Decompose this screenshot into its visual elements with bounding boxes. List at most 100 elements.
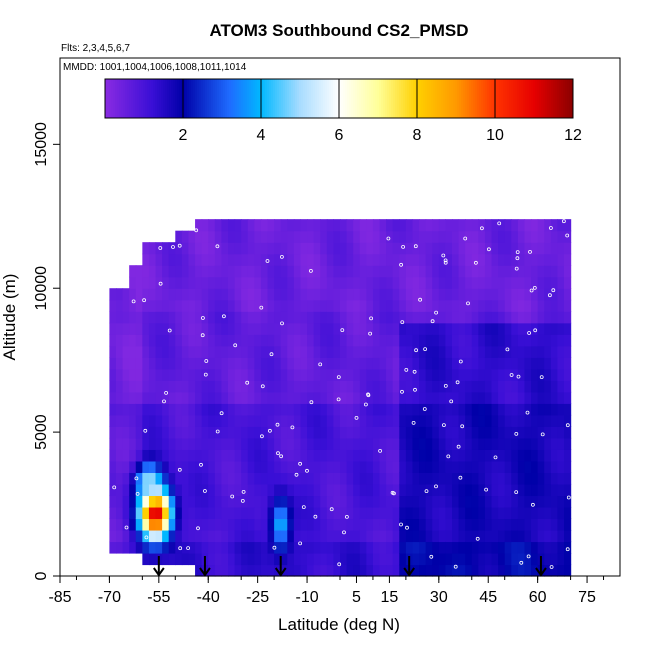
heatmap-cell xyxy=(181,437,190,450)
heatmap-cell xyxy=(135,380,143,393)
heatmap-cell xyxy=(445,437,453,450)
heatmap-cell xyxy=(550,483,559,497)
heatmap-cell xyxy=(465,414,473,427)
heatmap-cell xyxy=(214,460,223,473)
heatmap-cell xyxy=(162,299,170,312)
heatmap-cell xyxy=(260,414,269,427)
heatmap-cell xyxy=(333,552,341,566)
heatmap-cell xyxy=(313,483,321,497)
heatmap-cell xyxy=(181,472,190,485)
heatmap-cell xyxy=(405,495,414,508)
heatmap-cell xyxy=(175,242,183,255)
heatmap-cell xyxy=(228,414,236,427)
heatmap-cell xyxy=(188,391,196,404)
measurement-point xyxy=(230,494,235,499)
measurement-point xyxy=(418,297,423,302)
heatmap-cell xyxy=(452,391,460,404)
heatmap-cell xyxy=(458,472,466,485)
heatmap-cell xyxy=(287,368,295,381)
heatmap-cell xyxy=(109,449,117,462)
heatmap-cell xyxy=(366,391,374,404)
heatmap-cell xyxy=(201,368,209,381)
colorbar-swatch xyxy=(251,79,254,118)
heatmap-cell xyxy=(287,437,295,450)
heatmap-cell xyxy=(293,483,302,497)
heatmap-cells xyxy=(109,219,572,577)
heatmap-cell xyxy=(135,529,143,543)
heatmap-cell xyxy=(465,403,473,416)
heatmap-cell xyxy=(564,483,572,497)
heatmap-cell xyxy=(313,265,321,278)
heatmap-cell xyxy=(135,414,143,427)
heatmap-cell xyxy=(300,357,308,370)
heatmap-cell xyxy=(366,414,374,427)
heatmap-cell xyxy=(425,322,433,335)
measurement-point xyxy=(199,462,203,467)
heatmap-cell xyxy=(353,253,361,266)
heatmap-cell xyxy=(531,472,539,485)
heatmap-cell xyxy=(247,495,255,508)
heatmap-cell xyxy=(287,460,295,473)
heatmap-cell xyxy=(168,506,176,520)
measurement-point xyxy=(443,260,448,265)
latitude-arrow xyxy=(153,556,165,577)
heatmap-cell xyxy=(346,230,354,243)
heatmap-cell xyxy=(234,403,242,416)
heatmap-cell xyxy=(129,449,137,462)
measurement-point xyxy=(186,546,191,550)
colorbar-swatch xyxy=(223,79,226,118)
heatmap-cell xyxy=(438,368,447,381)
colorbar-swatch xyxy=(463,79,466,118)
heatmap-cell xyxy=(452,460,460,473)
arrow-head xyxy=(153,567,165,577)
heatmap-cell xyxy=(122,391,130,404)
heatmap-cell xyxy=(280,368,288,381)
heatmap-cell xyxy=(452,380,460,393)
heatmap-cell xyxy=(293,288,302,301)
heatmap-cell xyxy=(498,391,506,404)
heatmap-cell xyxy=(478,449,486,462)
colorbar-swatch xyxy=(115,79,118,118)
colorbar-swatch xyxy=(111,79,114,118)
heatmap-cell xyxy=(293,230,302,243)
heatmap-cell xyxy=(241,564,249,577)
heatmap-cell xyxy=(346,345,354,358)
heatmap-cell xyxy=(550,253,559,266)
heatmap-cell xyxy=(293,495,302,508)
heatmap-cell xyxy=(537,414,545,427)
colorbar-swatch xyxy=(129,79,132,118)
heatmap-cell xyxy=(346,529,354,543)
heatmap-cell xyxy=(162,403,170,416)
heatmap-cell xyxy=(432,506,440,520)
heatmap-cell xyxy=(491,460,499,473)
heatmap-cell xyxy=(260,483,269,497)
heatmap-cell xyxy=(557,472,565,485)
heatmap-cell xyxy=(379,460,387,473)
heatmap-cell xyxy=(498,506,506,520)
heatmap-cell xyxy=(438,552,447,566)
colorbar-swatch xyxy=(385,79,388,118)
heatmap-cell xyxy=(267,368,275,381)
heatmap-cell xyxy=(181,403,190,416)
heatmap-cell xyxy=(432,403,440,416)
heatmap-cell xyxy=(254,276,262,289)
heatmap-cell xyxy=(287,518,295,531)
heatmap-cell xyxy=(214,391,223,404)
heatmap-cell xyxy=(313,552,321,566)
heatmap-cell xyxy=(399,276,407,289)
heatmap-cell xyxy=(300,414,308,427)
heatmap-cell xyxy=(340,483,348,497)
heatmap-cell xyxy=(346,472,354,485)
heatmap-cell xyxy=(254,483,262,497)
heatmap-cell xyxy=(399,460,407,473)
heatmap-cell xyxy=(135,449,143,462)
heatmap-cell xyxy=(181,414,190,427)
heatmap-cell xyxy=(168,483,176,497)
heatmap-cell xyxy=(241,230,249,243)
heatmap-cell xyxy=(465,230,473,243)
latitude-arrow xyxy=(403,556,415,577)
heatmap-cell xyxy=(313,437,321,450)
heatmap-cell xyxy=(511,299,519,312)
heatmap-cell xyxy=(471,230,479,243)
heatmap-cell xyxy=(471,242,479,255)
